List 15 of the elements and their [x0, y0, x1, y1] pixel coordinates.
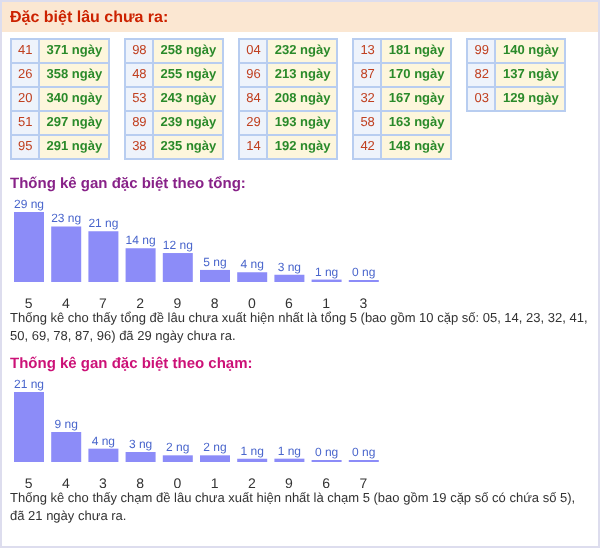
- bar: [51, 432, 82, 462]
- bar: [237, 272, 268, 282]
- bar: [162, 455, 193, 462]
- text: Đặc biệt lâu chưa ra:: [2, 2, 598, 32]
- bar: [88, 231, 119, 282]
- bar: [200, 269, 230, 282]
- bar: [14, 212, 44, 282]
- bar: [51, 226, 82, 282]
- bar: [274, 274, 305, 282]
- bar: [125, 452, 156, 462]
- bar: [200, 455, 230, 462]
- bar: [162, 253, 193, 282]
- bar: [14, 392, 44, 462]
- bar: [125, 248, 156, 282]
- bar: [88, 448, 119, 462]
